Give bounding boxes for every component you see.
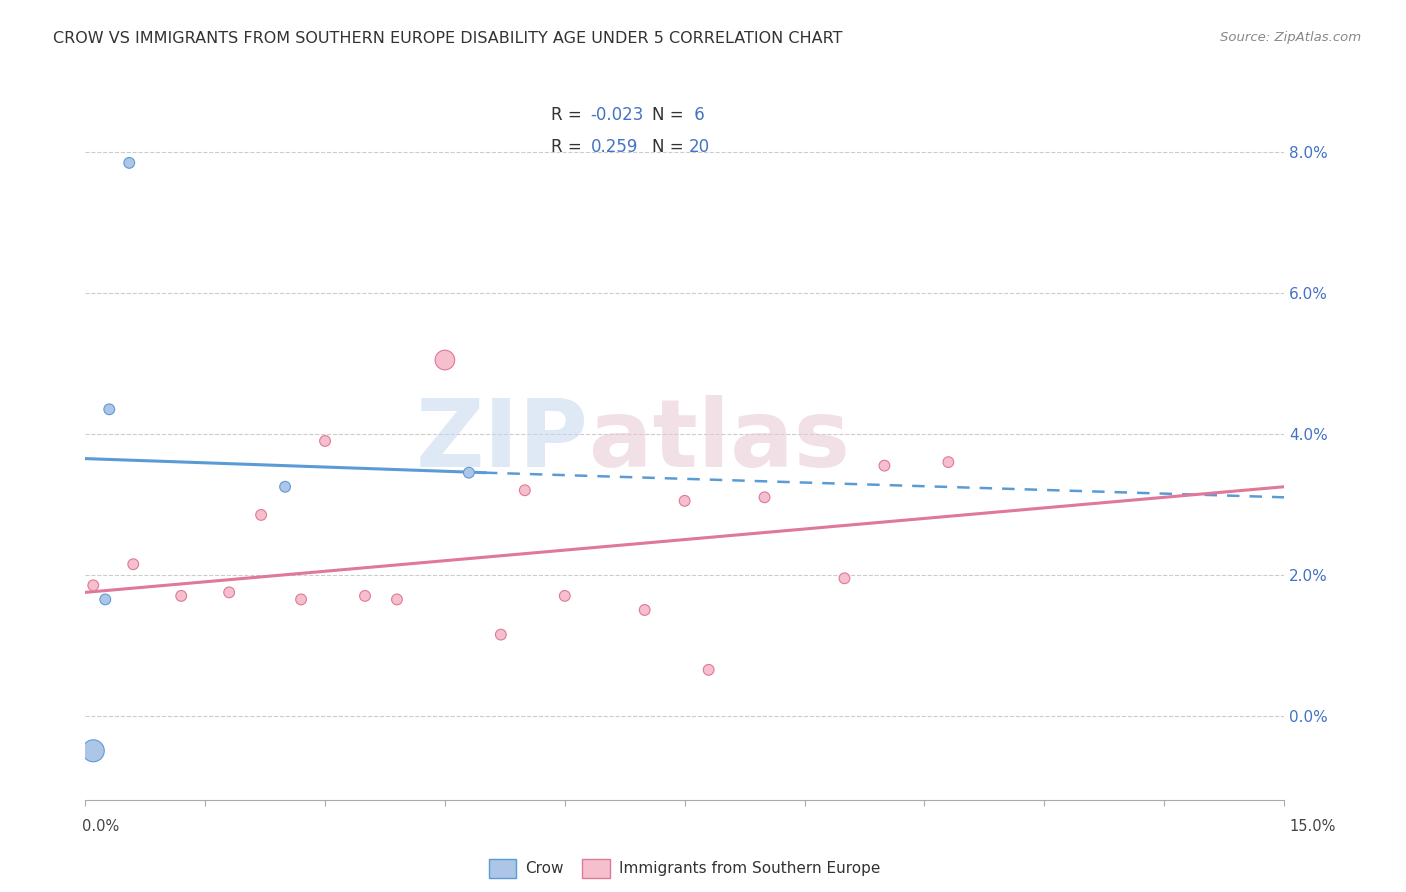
Point (354, 589, 377, 603)
Text: 6: 6 (689, 105, 704, 124)
Point (433, 353, 456, 368)
Text: N =: N = (652, 138, 689, 156)
Point (634, 603, 657, 617)
Text: 0.259: 0.259 (591, 138, 638, 156)
Point (122, 558, 145, 572)
Text: R =: R = (551, 138, 592, 156)
Point (314, 434, 336, 448)
Point (290, 592, 312, 607)
Point (94, 592, 117, 607)
Text: -0.023: -0.023 (591, 105, 644, 124)
Text: N =: N = (652, 105, 689, 124)
Text: R =: R = (551, 105, 588, 124)
Point (385, 592, 408, 607)
Text: CROW VS IMMIGRANTS FROM SOUTHERN EUROPE DISABILITY AGE UNDER 5 CORRELATION CHART: CROW VS IMMIGRANTS FROM SOUTHERN EUROPE … (53, 31, 844, 46)
Point (250, 508, 273, 522)
Point (489, 627, 512, 641)
Point (218, 585, 240, 599)
Point (82, 744, 104, 758)
Point (697, 663, 720, 677)
Text: ZIP: ZIP (416, 395, 589, 487)
Point (938, 455, 960, 469)
Point (274, 480, 297, 494)
Text: atlas: atlas (589, 395, 849, 487)
Text: 0.0%: 0.0% (82, 820, 118, 834)
Point (554, 589, 576, 603)
Text: Source: ZipAtlas.com: Source: ZipAtlas.com (1220, 31, 1361, 45)
Point (98, 402, 121, 417)
Point (754, 491, 776, 505)
Point (513, 483, 536, 498)
Point (673, 493, 696, 508)
Text: 15.0%: 15.0% (1289, 820, 1336, 834)
Point (118, 156, 141, 170)
Point (834, 571, 856, 585)
Point (82, 578, 104, 592)
Text: 20: 20 (689, 138, 710, 156)
Legend: Crow, Immigrants from Southern Europe: Crow, Immigrants from Southern Europe (481, 851, 889, 886)
Point (170, 589, 193, 603)
Point (873, 458, 896, 473)
Point (457, 466, 479, 480)
